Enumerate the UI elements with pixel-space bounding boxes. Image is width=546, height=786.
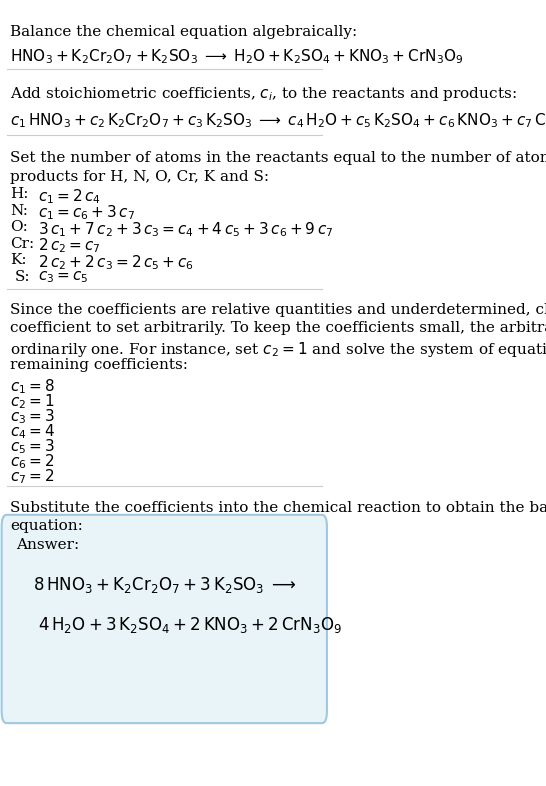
Text: $c_7 = 2$: $c_7 = 2$ [10,467,55,486]
Text: $4\,\mathrm{H_2O} + 3\,\mathrm{K_2SO_4} + 2\,\mathrm{KNO_3} + 2\,\mathrm{CrN_3O_: $4\,\mathrm{H_2O} + 3\,\mathrm{K_2SO_4} … [38,615,342,634]
Text: S:: S: [15,270,31,284]
Text: $2\,c_2 + 2\,c_3 = 2\,c_5 + c_6$: $2\,c_2 + 2\,c_3 = 2\,c_5 + c_6$ [38,253,194,272]
Text: K:: K: [10,253,27,267]
Text: $c_1 = 2\,c_4$: $c_1 = 2\,c_4$ [38,187,101,206]
Text: $\mathrm{HNO_3 + K_2Cr_2O_7 + K_2SO_3 \;\longrightarrow\; H_2O + K_2SO_4 + KNO_3: $\mathrm{HNO_3 + K_2Cr_2O_7 + K_2SO_3 \;… [10,47,464,66]
Text: products for H, N, O, Cr, K and S:: products for H, N, O, Cr, K and S: [10,170,269,184]
Text: equation:: equation: [10,519,83,533]
Text: remaining coefficients:: remaining coefficients: [10,358,188,372]
Text: Answer:: Answer: [16,538,80,553]
Text: $8\,\mathrm{HNO_3} + \mathrm{K_2Cr_2O_7} + 3\,\mathrm{K_2SO_3} \;\longrightarrow: $8\,\mathrm{HNO_3} + \mathrm{K_2Cr_2O_7}… [33,575,296,595]
Text: Cr:: Cr: [10,237,34,251]
Text: $c_6 = 2$: $c_6 = 2$ [10,452,55,471]
Text: $c_2 = 1$: $c_2 = 1$ [10,392,55,411]
Text: $3\,c_1 + 7\,c_2 + 3\,c_3 = c_4 + 4\,c_5 + 3\,c_6 + 9\,c_7$: $3\,c_1 + 7\,c_2 + 3\,c_3 = c_4 + 4\,c_5… [38,220,333,239]
Text: Set the number of atoms in the reactants equal to the number of atoms in the: Set the number of atoms in the reactants… [10,151,546,165]
Text: Balance the chemical equation algebraically:: Balance the chemical equation algebraica… [10,25,357,39]
Text: H:: H: [10,187,28,201]
Text: Add stoichiometric coefficients, $c_i$, to the reactants and products:: Add stoichiometric coefficients, $c_i$, … [10,85,517,103]
Text: $c_3 = 3$: $c_3 = 3$ [10,407,55,426]
Text: Substitute the coefficients into the chemical reaction to obtain the balanced: Substitute the coefficients into the che… [10,501,546,515]
FancyBboxPatch shape [2,515,327,723]
Text: Since the coefficients are relative quantities and underdetermined, choose a: Since the coefficients are relative quan… [10,303,546,318]
Text: $c_1 = c_6 + 3\,c_7$: $c_1 = c_6 + 3\,c_7$ [38,204,135,222]
Text: $c_5 = 3$: $c_5 = 3$ [10,437,55,456]
Text: $c_1\,\mathrm{HNO_3} + c_2\,\mathrm{K_2Cr_2O_7} + c_3\,\mathrm{K_2SO_3} \;\longr: $c_1\,\mathrm{HNO_3} + c_2\,\mathrm{K_2C… [10,112,546,130]
Text: $c_1 = 8$: $c_1 = 8$ [10,377,55,396]
Text: N:: N: [10,204,28,218]
Text: $2\,c_2 = c_7$: $2\,c_2 = c_7$ [38,237,100,255]
Text: coefficient to set arbitrarily. To keep the coefficients small, the arbitrary  v: coefficient to set arbitrarily. To keep … [10,321,546,336]
Text: $c_3 = c_5$: $c_3 = c_5$ [38,270,88,285]
Text: ordinarily one. For instance, set $c_2 = 1$ and solve the system of equations fo: ordinarily one. For instance, set $c_2 =… [10,340,546,358]
Text: $c_4 = 4$: $c_4 = 4$ [10,422,55,441]
Text: O:: O: [10,220,28,234]
